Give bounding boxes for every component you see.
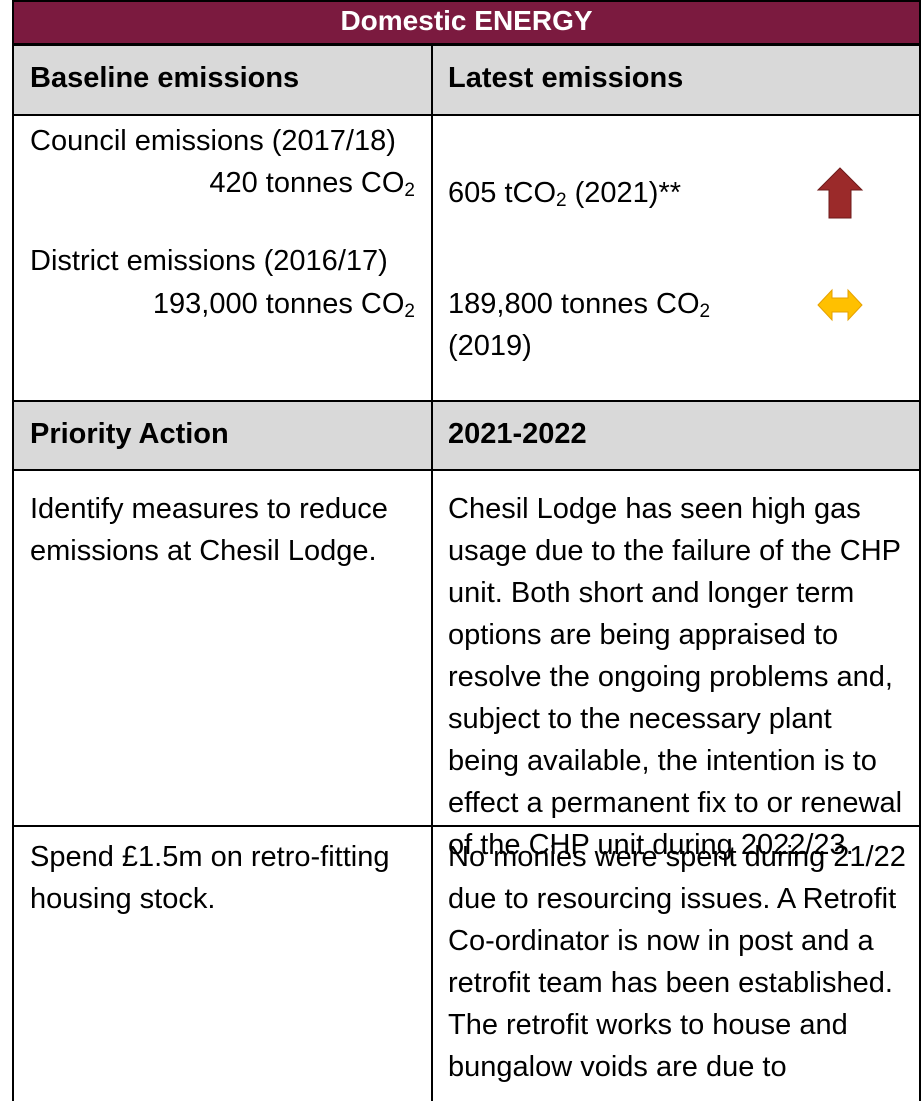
action-cell: Spend £1.5m on retro-fitting housing sto… (30, 841, 390, 915)
progress-cell: No monies were spent during 21/22 due to… (448, 841, 906, 1083)
text: (2021)** (574, 177, 682, 209)
header-cell: Priority Action (30, 418, 229, 450)
text: (2019) (448, 330, 532, 362)
header-cell: Latest emissions (448, 62, 684, 94)
up-arrow (816, 167, 864, 219)
latest-value: 189,800 tonnes CO2 (2019) (448, 283, 710, 367)
latest-value: 605 tCO2 (2021)** (448, 172, 681, 214)
baseline-label: District emissions (2016/17) (30, 245, 388, 277)
header-cell: Baseline emissions (30, 62, 300, 94)
text: 605 tCO (448, 177, 556, 209)
action-cell: Identify measures to reduce emissions at… (30, 493, 388, 567)
subscript: 2 (404, 180, 415, 201)
action-header-row (12, 400, 921, 471)
baseline-value: 193,000 tonnes CO2 (153, 283, 415, 325)
subscript: 2 (556, 190, 567, 211)
text: 189,800 tonnes CO (448, 288, 700, 320)
title-row (12, 0, 921, 45)
table-title: Domestic ENERGY (340, 5, 593, 36)
baseline-label: Council emissions (2017/18) (30, 125, 396, 157)
header-row (12, 44, 921, 116)
divider (431, 400, 433, 471)
double-arrow (817, 288, 863, 322)
text: 193,000 tonnes CO (152, 288, 405, 320)
baseline-value: 420 tonnes CO2 (209, 162, 415, 204)
header-cell: 2021-2022 (448, 418, 587, 450)
subscript: 2 (404, 301, 415, 322)
subscript: 2 (699, 301, 711, 322)
text: 420 tonnes CO (209, 167, 405, 199)
row-border (12, 825, 921, 827)
progress-cell: Chesil Lodge has seen high gas usage due… (448, 493, 903, 861)
